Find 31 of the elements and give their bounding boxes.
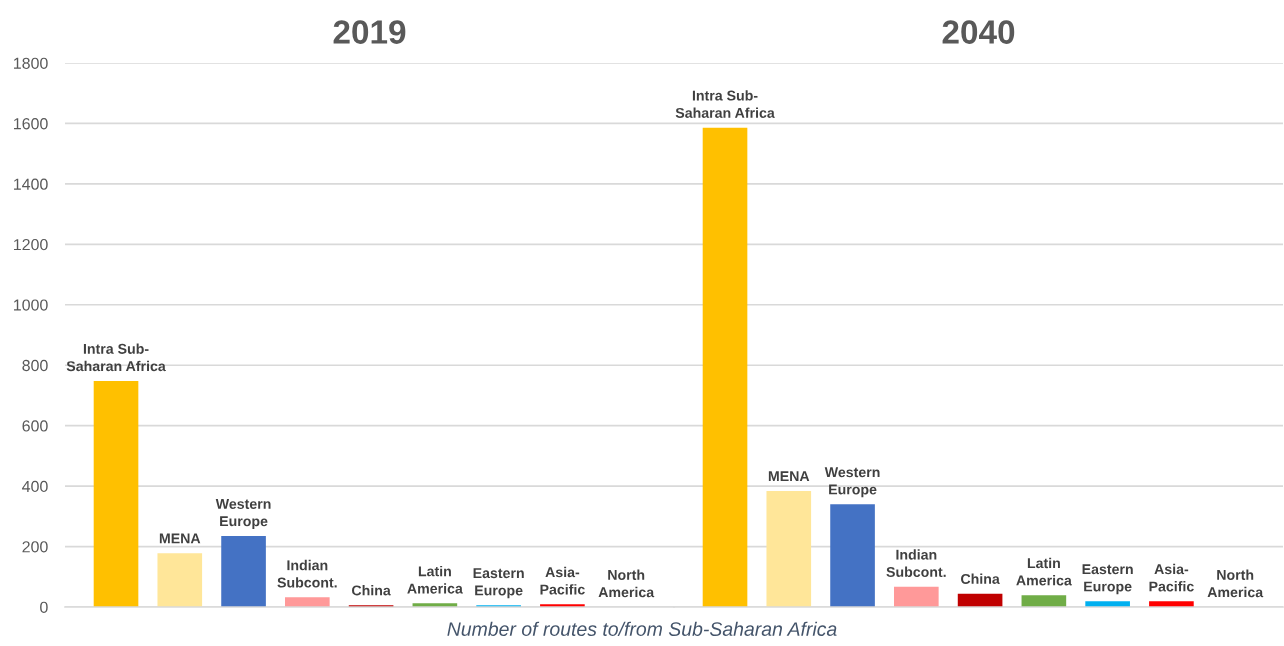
y-tick-label: 200: [22, 541, 48, 553]
x-tick-label: Western Europe: [824, 467, 880, 498]
y-tick-label: 800: [22, 359, 48, 372]
y-tick-label: 600: [22, 420, 48, 432]
x-tick-label: Asia- Pacific: [1149, 563, 1194, 592]
x-tick-label: Indian Subcont.: [277, 559, 337, 588]
chart-title: 2040: [942, 20, 1015, 44]
y-tick-label: 1600: [14, 118, 48, 130]
y-tick-label: 400: [22, 480, 48, 493]
x-tick-label: Latin America: [1016, 557, 1072, 586]
x-tick-label: North America: [598, 569, 655, 598]
y-tick-label: 1800: [14, 57, 48, 69]
y-tick-label: 1000: [14, 299, 48, 311]
x-tick-label: Eastern Europe: [473, 568, 524, 599]
x-tick-label: Intra Sub- Saharan Africa: [66, 343, 166, 372]
x-tick-label: Eastern Europe: [1082, 564, 1133, 595]
x-axis-title: Number of routes to/from Sub-Saharan Africa: [447, 621, 837, 636]
x-tick-label: Asia- Pacific: [540, 566, 585, 595]
x-tick-label: China: [352, 585, 391, 596]
x-tick-label: MENA: [768, 471, 810, 482]
x-tick-label: Western Europe: [215, 499, 271, 530]
y-tick-label: 1200: [14, 238, 48, 251]
x-tick-label: North America: [1207, 569, 1264, 598]
x-tick-label: China: [961, 573, 1000, 584]
x-tick-label: Latin America: [407, 565, 463, 594]
y-tick-label: 1400: [14, 178, 48, 190]
x-tick-label: MENA: [159, 533, 201, 544]
y-tick-label: 0: [40, 601, 48, 613]
chart-title: 2019: [333, 20, 406, 44]
x-tick-label: Indian Subcont.: [886, 549, 946, 578]
x-tick-label: Intra Sub- Saharan Africa: [675, 90, 775, 118]
